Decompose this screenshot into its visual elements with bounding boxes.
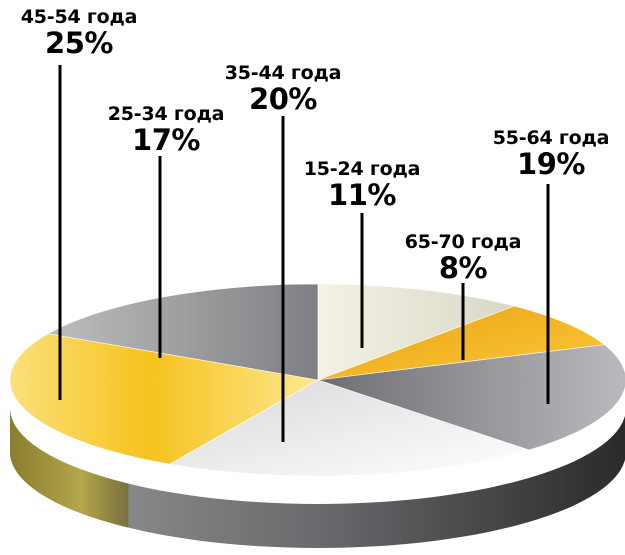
- slice-label-65-70: 65-70 года 8%: [388, 233, 538, 283]
- category-label: 55-64 года: [492, 127, 610, 149]
- category-label: 65-70 года: [404, 231, 522, 253]
- percent-label: 8%: [438, 251, 488, 285]
- leader-lines-group: [58, 65, 550, 442]
- pie-side-wall-olive: [10, 408, 129, 528]
- slice-label-45-54: 45-54 года 25%: [4, 8, 154, 58]
- pie-slice: [168, 379, 530, 477]
- category-label: 35-44 года: [224, 62, 342, 84]
- category-label: 15-24 года: [303, 158, 421, 180]
- category-label: 25-34 года: [107, 103, 225, 125]
- slice-label-15-24: 15-24 года 11%: [287, 160, 437, 210]
- pie-slice: [317, 305, 606, 381]
- percent-label: 25%: [45, 26, 113, 60]
- pie-slice: [317, 283, 516, 381]
- pie-slice: [9, 333, 319, 465]
- slice-label-55-64: 55-64 года 19%: [476, 129, 625, 179]
- category-label: 45-54 года: [20, 6, 138, 28]
- percent-label: 11%: [328, 178, 396, 212]
- slice-label-35-44: 35-44 года 20%: [208, 64, 358, 114]
- percent-label: 19%: [517, 147, 585, 181]
- percent-label: 17%: [132, 123, 200, 157]
- slice-label-25-34: 25-34 года 17%: [91, 105, 241, 155]
- pie-slices-group: [9, 283, 625, 548]
- pie-side-wall: [10, 408, 625, 548]
- percent-label: 20%: [249, 82, 317, 116]
